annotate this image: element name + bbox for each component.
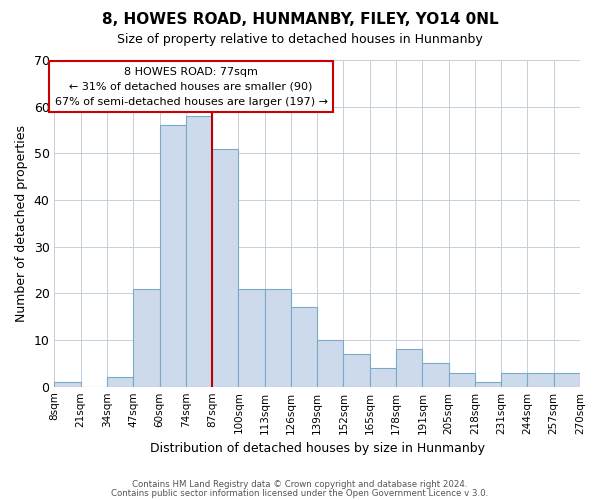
Bar: [370, 368, 396, 386]
Bar: [475, 382, 501, 386]
X-axis label: Distribution of detached houses by size in Hunmanby: Distribution of detached houses by size …: [150, 442, 485, 455]
Text: Contains HM Land Registry data © Crown copyright and database right 2024.: Contains HM Land Registry data © Crown c…: [132, 480, 468, 489]
Text: 8 HOWES ROAD: 77sqm
← 31% of detached houses are smaller (90)
67% of semi-detach: 8 HOWES ROAD: 77sqm ← 31% of detached ho…: [55, 67, 328, 106]
Bar: [186, 116, 212, 386]
Bar: [238, 288, 265, 386]
Text: 8, HOWES ROAD, HUNMANBY, FILEY, YO14 0NL: 8, HOWES ROAD, HUNMANBY, FILEY, YO14 0NL: [101, 12, 499, 28]
Bar: [291, 308, 317, 386]
Text: Contains public sector information licensed under the Open Government Licence v : Contains public sector information licen…: [112, 490, 488, 498]
Bar: [396, 350, 422, 387]
Bar: [449, 372, 475, 386]
Bar: [212, 148, 238, 386]
Y-axis label: Number of detached properties: Number of detached properties: [15, 125, 28, 322]
Bar: [160, 126, 186, 386]
Bar: [343, 354, 370, 386]
Bar: [265, 288, 291, 386]
Bar: [107, 378, 133, 386]
Text: Size of property relative to detached houses in Hunmanby: Size of property relative to detached ho…: [117, 32, 483, 46]
Bar: [554, 372, 580, 386]
Bar: [527, 372, 554, 386]
Bar: [317, 340, 343, 386]
Bar: [501, 372, 527, 386]
Bar: [422, 364, 449, 386]
Bar: [55, 382, 80, 386]
Bar: [133, 288, 160, 386]
